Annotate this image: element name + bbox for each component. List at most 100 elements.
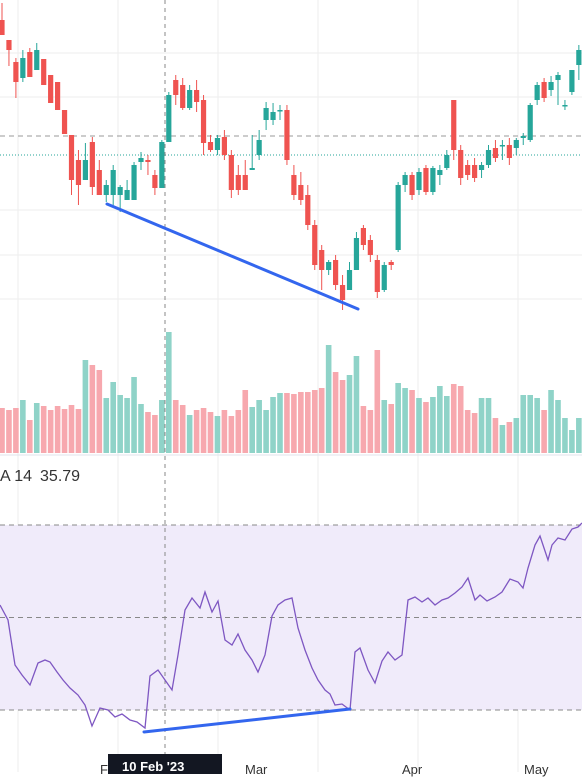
volume-bar: [159, 400, 165, 453]
volume-bar: [124, 398, 130, 453]
volume-bar: [68, 405, 75, 453]
volume-bar: [388, 404, 394, 453]
candle-body: [492, 148, 499, 158]
volume-bar: [33, 403, 40, 453]
volume-bar: [416, 398, 422, 453]
volume-bar: [13, 408, 19, 453]
candle-body: [6, 40, 12, 50]
candle-body: [555, 75, 561, 80]
candle-body: [569, 70, 575, 92]
volume-bar: [485, 398, 492, 453]
candle-body: [562, 105, 568, 107]
volume-bar: [291, 394, 297, 453]
volume-bar: [75, 409, 82, 453]
candle-body: [138, 158, 144, 162]
volume-bar: [520, 395, 527, 453]
candle-body: [312, 225, 318, 265]
candle-body: [346, 270, 353, 290]
candle-body: [207, 142, 214, 150]
candle-body: [360, 228, 366, 245]
candle-body: [13, 62, 19, 82]
candle-body: [333, 260, 339, 285]
candle-body: [305, 195, 311, 225]
volume-bar: [339, 380, 346, 453]
candle-body: [284, 110, 290, 160]
volume-bar: [450, 384, 457, 453]
candle-body: [110, 170, 116, 195]
candle-body: [131, 165, 137, 200]
candle-body: [506, 145, 512, 158]
candle-body: [27, 52, 33, 77]
candle-body: [166, 95, 172, 142]
volume-bar: [444, 396, 450, 453]
candle-body: [0, 20, 5, 35]
volume-bar: [332, 372, 339, 453]
candle-body: [326, 262, 332, 270]
volume-bar: [311, 390, 318, 453]
candle-body: [478, 165, 485, 170]
volume-bar: [103, 398, 110, 453]
candle-body: [173, 80, 179, 95]
volume-bar: [346, 375, 353, 453]
candle-body: [444, 155, 450, 168]
volume-bar: [179, 405, 186, 453]
volume-bar: [430, 397, 436, 453]
volume-bar: [82, 360, 89, 453]
candle-body: [124, 190, 130, 200]
volume-bar: [374, 350, 381, 453]
volume-bar: [395, 383, 401, 453]
volume-bar: [249, 407, 255, 453]
candle-body: [256, 140, 262, 155]
volume-bar: [527, 395, 533, 453]
candle-body: [242, 175, 248, 190]
volume-bar: [298, 392, 304, 453]
candle-body: [485, 150, 492, 165]
candle-body: [548, 82, 554, 90]
candle-body: [270, 112, 276, 120]
candle-body: [55, 82, 61, 110]
candle-body: [48, 75, 54, 103]
candle-body: [291, 175, 297, 195]
candle-body: [214, 138, 221, 150]
candle-body: [61, 110, 68, 134]
rsi-legend-label: A 14: [0, 468, 33, 485]
volume-bar: [534, 398, 540, 453]
candle-body: [374, 260, 380, 292]
candle-body: [423, 168, 429, 192]
candle-body: [75, 160, 82, 185]
volume-bar: [562, 418, 568, 453]
volume-bar: [457, 386, 464, 453]
volume-bar: [242, 390, 249, 453]
candle-body: [430, 168, 436, 192]
candle-body: [277, 110, 283, 112]
candle-body: [409, 175, 415, 195]
candle-body: [465, 165, 471, 175]
candle-body: [339, 285, 346, 300]
volume-bar: [145, 412, 151, 453]
candle-body: [235, 175, 241, 190]
volume-bar: [214, 416, 221, 453]
volume-bar: [555, 400, 561, 453]
volume-bar: [117, 395, 123, 453]
volume-bar: [61, 409, 68, 453]
volume-bar: [277, 393, 283, 453]
candle-body: [159, 142, 165, 188]
crosshair-date-label: 10 Feb '23: [108, 754, 222, 774]
rsi-trendline: [142, 707, 352, 734]
volume-bar: [353, 356, 360, 453]
volume-bar: [263, 410, 269, 453]
candle-body: [472, 165, 478, 178]
candle-body: [576, 50, 582, 65]
volume-bar: [193, 410, 200, 453]
candle-body: [228, 155, 234, 190]
volume-bar: [325, 345, 332, 453]
price-trendline: [105, 202, 360, 311]
candle-body: [20, 58, 26, 78]
candle-body: [541, 82, 547, 98]
candle-body: [145, 160, 151, 162]
candle-body: [513, 140, 519, 148]
volume-bar: [367, 410, 374, 453]
rsi-legend: A 14 35.79: [0, 468, 80, 486]
volume-bar: [409, 390, 415, 453]
